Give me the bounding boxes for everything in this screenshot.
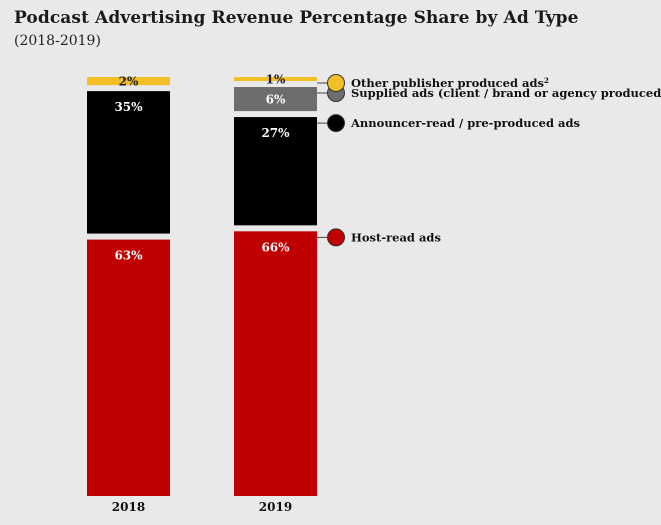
legend-marker-host-read-ads (327, 228, 345, 247)
chart-title: Podcast Advertising Revenue Percentage S… (14, 8, 579, 28)
data-label-2019-host-read-ads: 66% (261, 240, 290, 254)
legend-label-announcer-read-pre-produced-ads: Announcer-read / pre-produced ads (350, 116, 580, 130)
legend-label-other-publisher-produced-ads: Other publisher produced ads2 (351, 76, 549, 90)
bar-2019-announcer-read-pre-produced-ads (234, 117, 317, 226)
data-label-2019-other-publisher-produced-ads: 1% (266, 73, 286, 87)
data-label-2018-announcer-read-pre-produced-ads: 35% (114, 100, 143, 114)
legend-marker-announcer-read-pre-produced-ads (327, 114, 345, 133)
x-tick-label-2019: 2019 (259, 500, 292, 514)
bar-2019-other-publisher-produced-ads (234, 77, 317, 82)
data-label-2019-supplied-ads-client-brand-or-agency-produced: 6% (266, 93, 286, 107)
data-label-2018-host-read-ads: 63% (114, 249, 143, 263)
data-label-2018-other-publisher-produced-ads: 2% (119, 75, 139, 89)
bar-2018-announcer-read-pre-produced-ads (87, 91, 170, 234)
bar-2019-supplied-ads-client-brand-or-agency-produced (234, 87, 317, 112)
legend-marker-other-publisher-produced-ads (327, 74, 345, 92)
legend-label-host-read-ads: Host-read ads (351, 230, 441, 244)
bar-2018-host-read-ads (87, 239, 170, 496)
bar-2018-other-publisher-produced-ads (87, 77, 170, 86)
x-tick-label-2018: 2018 (112, 500, 145, 514)
chart-subtitle: (2018-2019) (14, 33, 101, 49)
legend-label-supplied-ads-client-brand-or-agency-produced: Supplied ads (client / brand or agency p… (351, 86, 661, 100)
data-label-2019-announcer-read-pre-produced-ads: 27% (261, 126, 290, 140)
bar-2019-host-read-ads (234, 231, 317, 496)
